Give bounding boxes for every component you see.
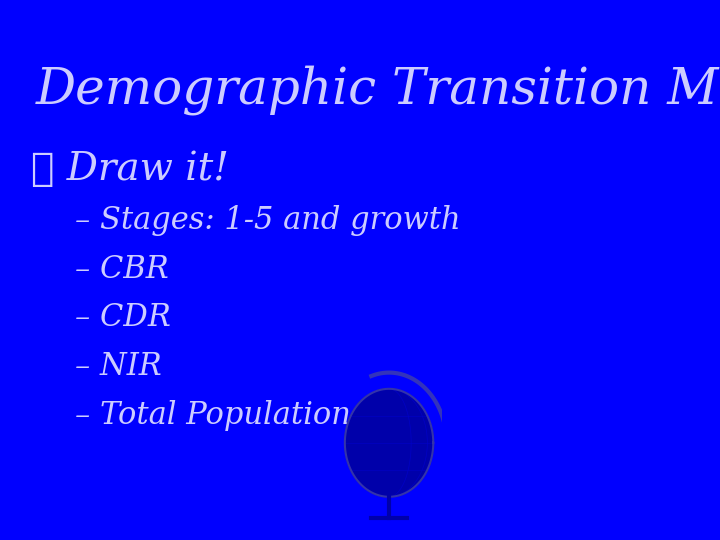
Text: – CBR: – CBR [75,254,169,285]
Text: – CDR: – CDR [75,302,171,333]
Text: ☞ Draw it!: ☞ Draw it! [31,151,229,188]
Text: – Stages: 1-5 and growth: – Stages: 1-5 and growth [75,205,461,236]
Text: – Total Population: – Total Population [75,400,351,430]
Text: Demographic Transition Model: Demographic Transition Model [35,65,720,115]
Text: – NIR: – NIR [75,351,162,382]
Polygon shape [345,389,433,497]
